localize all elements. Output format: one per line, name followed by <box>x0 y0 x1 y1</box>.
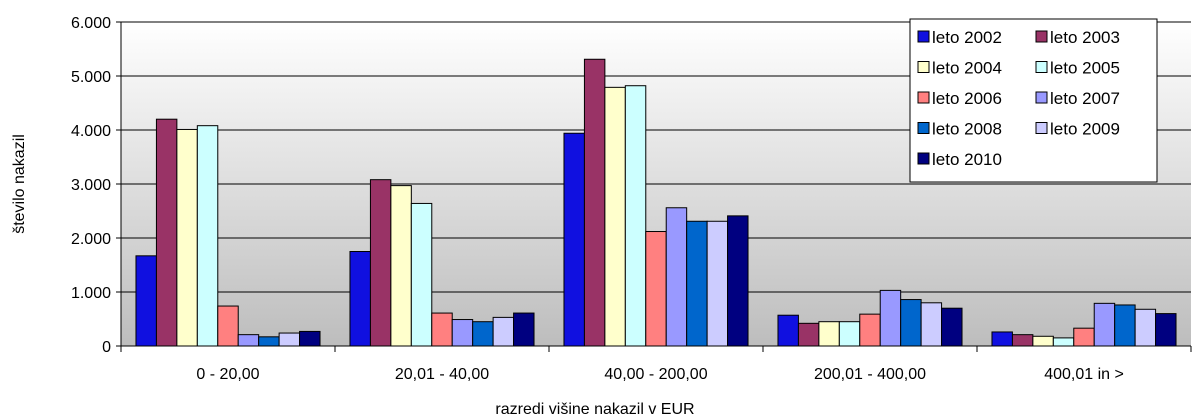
legend-label: leto 2003 <box>1050 28 1120 47</box>
legend-label: leto 2007 <box>1050 89 1120 108</box>
y-tick-label: 2.000 <box>71 231 111 248</box>
bar-3-8 <box>706 220 729 347</box>
legend-label: leto 2006 <box>932 89 1002 108</box>
bar-1-5 <box>217 305 239 347</box>
legend-swatch <box>917 152 930 165</box>
legend-swatch <box>917 30 930 43</box>
bar-4-1 <box>777 314 799 347</box>
bar-3-2 <box>583 58 606 347</box>
bar-2-1 <box>349 251 371 347</box>
legend-swatch <box>917 122 930 134</box>
bar-1-7 <box>258 336 280 347</box>
legend-swatch <box>917 61 930 73</box>
bar-5-8 <box>1134 308 1157 347</box>
legend-label: leto 2005 <box>1050 59 1120 78</box>
bar-5-2 <box>1011 334 1034 347</box>
bar-1-2 <box>155 118 178 347</box>
y-tick-labels: 0 1.000 2.000 3.000 4.000 5.000 6.000 <box>71 15 111 356</box>
legend-swatch <box>1035 91 1048 104</box>
bar-4-2 <box>797 322 820 347</box>
bar-5-6 <box>1093 302 1116 347</box>
y-tick-label: 1.000 <box>71 285 111 302</box>
x-tick-label: 400,01 in > <box>1044 366 1124 383</box>
bar-1-8 <box>278 332 301 347</box>
legend: leto 2002 leto 2003 leto 2004 leto 2005 leto… <box>909 18 1158 183</box>
legend-label: leto 2010 <box>932 150 1002 169</box>
legend-swatch <box>1035 122 1048 134</box>
bars-group <box>135 58 1177 347</box>
y-tick-label: 5.000 <box>71 69 111 86</box>
bar-3-1 <box>563 132 585 347</box>
bar-2-6 <box>451 319 474 347</box>
bar-2-3 <box>390 185 412 347</box>
bar-5-3 <box>1032 335 1054 347</box>
x-tick-label: 40,00 - 200,00 <box>604 366 707 383</box>
bar-4-5 <box>859 313 881 347</box>
bar-5-9 <box>1155 313 1177 347</box>
x-tick-label: 200,01 - 400,00 <box>814 366 926 383</box>
bar-2-4 <box>410 202 433 347</box>
bar-5-7 <box>1114 304 1136 347</box>
bar-3-7 <box>686 220 708 347</box>
bar-1-9 <box>299 330 321 347</box>
bar-2-2 <box>369 179 392 347</box>
y-axis-title: število nakazil <box>11 134 28 234</box>
legend-box <box>909 18 1158 183</box>
legend-swatch <box>917 91 930 104</box>
x-tick-label: 0 - 20,00 <box>196 366 259 383</box>
axes <box>116 21 1192 352</box>
x-tick-label: 20,01 - 40,00 <box>395 366 489 383</box>
x-tick-labels: 0 - 20,00 20,01 - 40,00 40,00 - 200,00 200,… <box>196 366 1123 383</box>
bar-2-7 <box>472 321 494 347</box>
legend-swatch <box>1035 30 1048 43</box>
bar-4-9 <box>941 307 963 347</box>
bar-1-4 <box>196 125 219 347</box>
bar-3-4 <box>624 85 647 347</box>
legend-label: leto 2009 <box>1050 120 1120 139</box>
legend-swatch <box>1035 61 1048 73</box>
legend-label: leto 2008 <box>932 120 1002 139</box>
legend-label: leto 2004 <box>932 59 1002 78</box>
bar-2-9 <box>513 312 535 347</box>
bar-5-5 <box>1073 327 1095 347</box>
bar-1-1 <box>135 255 157 347</box>
bar-2-8 <box>492 316 515 347</box>
bar-4-3 <box>818 321 840 347</box>
legend-label: leto 2002 <box>932 28 1002 47</box>
y-tick-label: 6.000 <box>71 15 111 32</box>
bar-5-1 <box>991 331 1013 347</box>
y-tick-label: 4.000 <box>71 123 111 140</box>
bar-4-7 <box>900 299 922 347</box>
bar-3-3 <box>604 86 626 347</box>
y-tick-label: 0 <box>102 339 111 356</box>
bar-3-5 <box>645 231 667 347</box>
bar-4-6 <box>879 289 902 347</box>
bar-1-6 <box>237 334 260 347</box>
bar-3-6 <box>665 207 688 347</box>
y-tick-label: 3.000 <box>71 177 111 194</box>
bar-5-4 <box>1052 337 1075 347</box>
bar-1-3 <box>176 128 198 347</box>
bar-4-4 <box>838 321 861 347</box>
x-axis-title: razredi višine nakazil v EUR <box>495 401 694 418</box>
bar-4-8 <box>920 302 943 347</box>
bar-2-5 <box>431 312 453 347</box>
bar-3-9 <box>727 215 749 347</box>
